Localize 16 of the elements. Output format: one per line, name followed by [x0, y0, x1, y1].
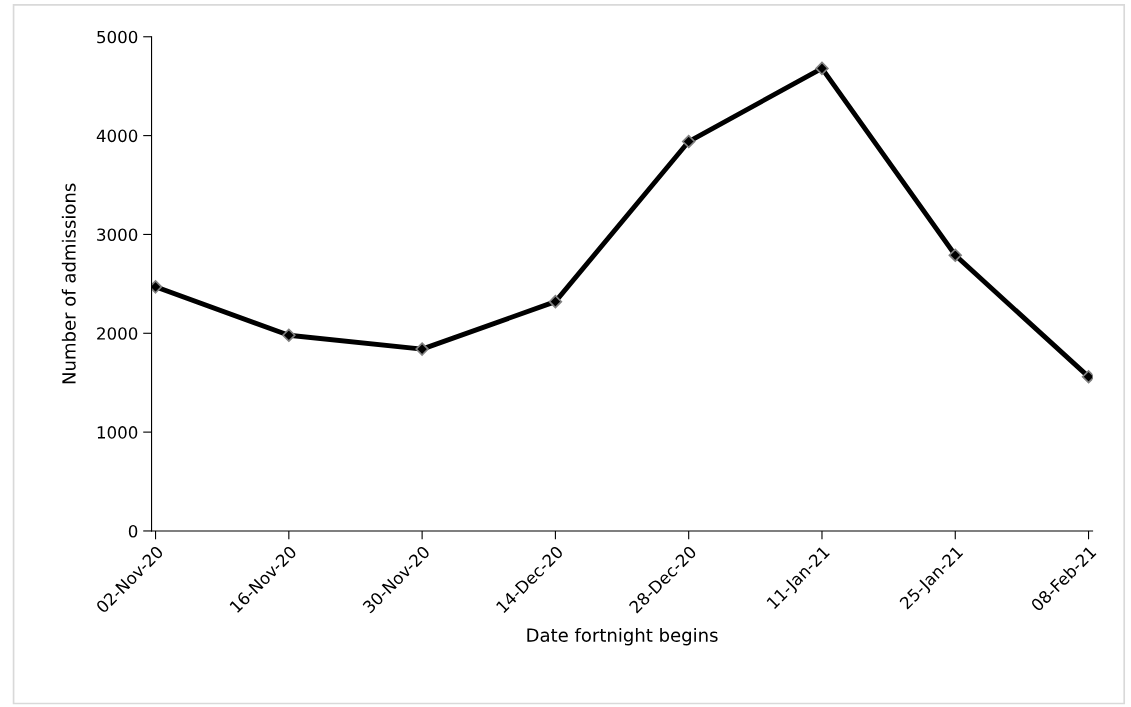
x-axis-title: Date fortnight begins — [527, 627, 718, 646]
point — [415, 342, 429, 356]
point — [151, 280, 163, 294]
y-tick-label: 3000 — [97, 228, 138, 242]
point — [548, 294, 563, 309]
point — [815, 61, 829, 76]
point — [681, 134, 696, 149]
y-tick-label: 4000 — [96, 129, 138, 143]
y-axis-title: Number of admissions — [61, 183, 76, 384]
y-tick-label: 1000 — [97, 426, 138, 439]
point — [1081, 370, 1093, 384]
point — [948, 248, 962, 262]
y-tick-label: 0 — [128, 524, 138, 538]
y-tick-label: 2000 — [97, 327, 138, 340]
point — [282, 328, 296, 342]
y-tick-label: 5000 — [97, 30, 138, 44]
